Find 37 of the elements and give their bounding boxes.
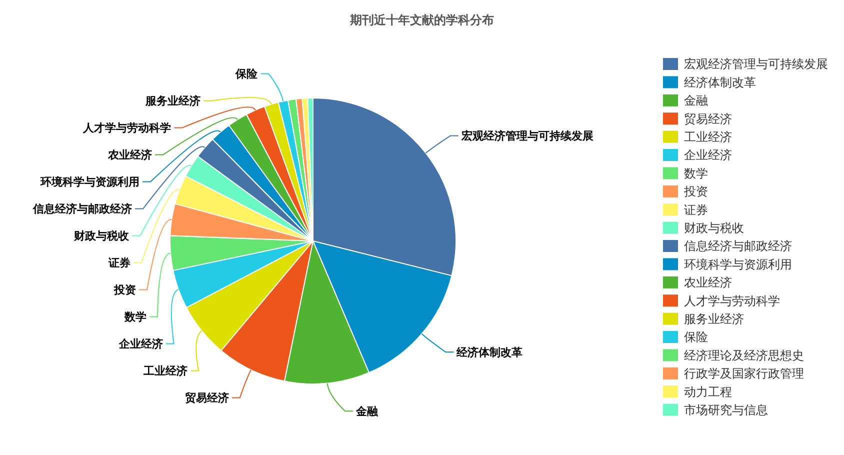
slice-label: 保险 xyxy=(234,68,259,81)
legend-label: 人才学与劳动科学 xyxy=(684,294,780,308)
slice-label: 金融 xyxy=(355,404,380,418)
slice-label: 证券 xyxy=(107,256,132,270)
legend-label: 农业经济 xyxy=(684,276,732,290)
slice-label: 人才学与劳动科学 xyxy=(82,122,172,135)
slice-label: 信息经济与邮政经济 xyxy=(32,202,132,216)
slice-label: 宏观经济管理与可持续发展 xyxy=(460,130,594,143)
slice-label: 经济体制改革 xyxy=(456,346,523,359)
legend-label: 投资 xyxy=(683,184,708,199)
legend-label: 财政与税收 xyxy=(684,221,744,235)
legend-label: 动力工程 xyxy=(684,384,732,399)
slice-label: 贸易经济 xyxy=(184,392,229,405)
legend-label: 市场研究与信息 xyxy=(684,403,768,417)
legend-label: 企业经济 xyxy=(684,148,732,162)
legend-label: 行政学及国家行政管理 xyxy=(684,366,804,381)
legend-label: 保险 xyxy=(684,330,708,344)
slice-label: 数学 xyxy=(123,310,146,324)
slice-label: 工业经济 xyxy=(142,364,188,378)
legend-label: 宏观经济管理与可持续发展 xyxy=(684,57,828,72)
legend-label: 经济理论及经济思想史 xyxy=(684,348,804,362)
legend-label: 工业经济 xyxy=(684,130,732,144)
legend-label: 服务业经济 xyxy=(684,312,744,326)
legend-label: 金融 xyxy=(684,94,708,108)
slice-label: 财政与税收 xyxy=(73,230,130,243)
chart-title: 期刊近十年文献的学科分布 xyxy=(349,13,494,27)
slice-label: 环境科学与资源利用 xyxy=(39,176,140,189)
legend-label: 信息经济与邮政经济 xyxy=(684,239,792,254)
slice-label: 企业经济 xyxy=(118,338,163,351)
slice-label: 农业经济 xyxy=(107,148,152,162)
legend-label: 贸易经济 xyxy=(684,112,732,126)
legend-label: 数学 xyxy=(684,166,708,180)
slice-label: 投资 xyxy=(113,284,136,297)
legend-label: 证券 xyxy=(684,202,708,217)
legend-label: 经济体制改革 xyxy=(684,75,756,90)
slice-label: 服务业经济 xyxy=(144,94,201,108)
legend-label: 环境科学与资源利用 xyxy=(684,257,792,272)
